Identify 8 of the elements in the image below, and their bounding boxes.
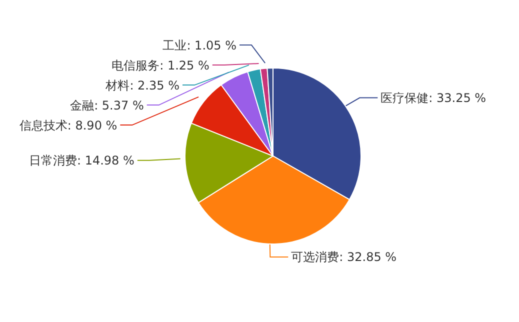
- slice-label: 材料: 2.35 %: [104, 78, 180, 92]
- slice-label: 日常消费: 14.98 %: [28, 154, 134, 168]
- slice-label: 医疗保健: 33.25 %: [380, 90, 486, 105]
- slice-label: 电信服务: 1.25 %: [112, 58, 210, 72]
- slice-label: 可选消费: 32.85 %: [291, 250, 397, 264]
- slice-label: 工业: 1.05 %: [162, 38, 237, 52]
- slice-label: 金融: 5.37 %: [70, 98, 144, 112]
- slice-label: 信息技术: 8.90 %: [19, 118, 118, 132]
